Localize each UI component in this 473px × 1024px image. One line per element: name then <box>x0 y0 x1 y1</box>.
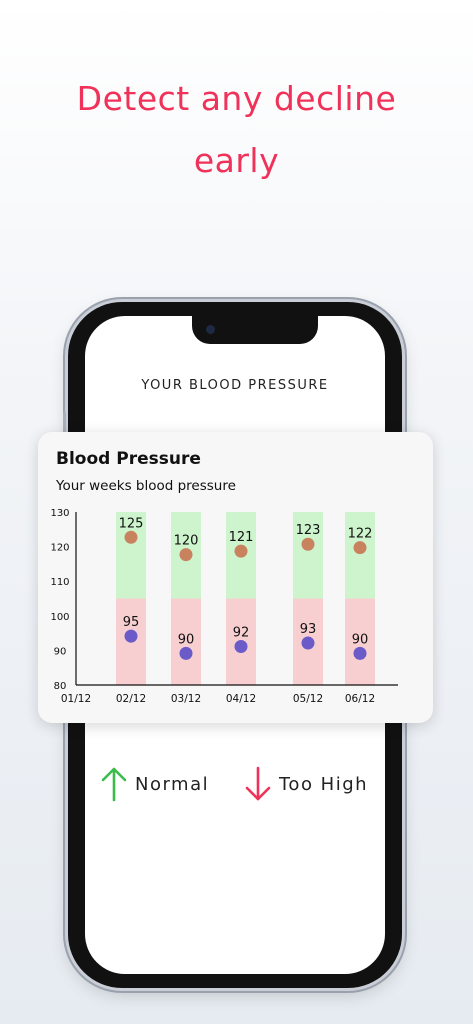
legend-normal[interactable]: Normal <box>101 766 209 802</box>
data-label: 123 <box>296 523 321 538</box>
data-label: 122 <box>348 527 373 542</box>
bar-upper-02-12 <box>116 512 146 599</box>
headline-line-1: Detect any decline <box>76 79 397 118</box>
x-tick-label: 06/12 <box>345 693 375 705</box>
y-tick-label: 100 <box>50 612 69 623</box>
data-point <box>234 544 248 558</box>
legend: Normal Too High <box>85 766 385 806</box>
x-tick-label: 04/12 <box>226 693 256 705</box>
y-tick-label: 90 <box>54 646 67 657</box>
data-point <box>353 541 367 555</box>
screen-title: YOUR BLOOD PRESSURE <box>141 378 329 393</box>
y-tick-label: 110 <box>50 577 69 588</box>
data-point <box>301 636 315 650</box>
arrow-up-icon <box>101 767 127 802</box>
data-label: 90 <box>352 632 369 647</box>
headline: Detect any decline early <box>0 68 473 192</box>
data-point <box>179 646 193 660</box>
arrow-down-icon <box>245 766 271 801</box>
y-tick-label: 80 <box>54 681 67 692</box>
x-tick-label: 05/12 <box>293 693 323 705</box>
phone-notch <box>192 316 318 344</box>
data-label: 92 <box>233 625 250 640</box>
bar-lower-06-12 <box>345 598 375 685</box>
bar-upper-06-12 <box>345 512 375 599</box>
card-subtitle: Your weeks blood pressure <box>56 478 236 494</box>
blood-pressure-card: Blood Pressure Your weeks blood pressure… <box>38 432 433 723</box>
data-label: 121 <box>229 530 254 545</box>
data-point <box>301 537 315 551</box>
card-title: Blood Pressure <box>56 449 201 469</box>
headline-line-2: early <box>193 141 280 180</box>
camera-icon <box>206 325 215 334</box>
x-tick-label: 02/12 <box>116 693 146 705</box>
y-tick-label: 130 <box>50 508 69 519</box>
data-label: 120 <box>174 534 199 549</box>
data-label: 125 <box>119 516 144 531</box>
data-label: 93 <box>300 622 317 637</box>
legend-normal-label: Normal <box>135 773 210 795</box>
x-tick-label: 03/12 <box>171 693 201 705</box>
y-tick-label: 120 <box>50 543 69 554</box>
legend-too-high[interactable]: Too High <box>245 766 368 802</box>
data-point <box>124 629 138 643</box>
phone-side-button <box>63 412 66 442</box>
data-label: 90 <box>178 632 195 647</box>
data-point <box>353 646 367 660</box>
data-point <box>179 548 193 562</box>
data-point <box>124 530 138 544</box>
data-point <box>234 639 248 653</box>
bar-upper-05-12 <box>293 512 323 599</box>
legend-too-high-label: Too High <box>279 773 369 795</box>
data-label: 95 <box>123 615 140 630</box>
x-tick-label: 01/12 <box>61 693 91 705</box>
bar-lower-03-12 <box>171 598 201 685</box>
